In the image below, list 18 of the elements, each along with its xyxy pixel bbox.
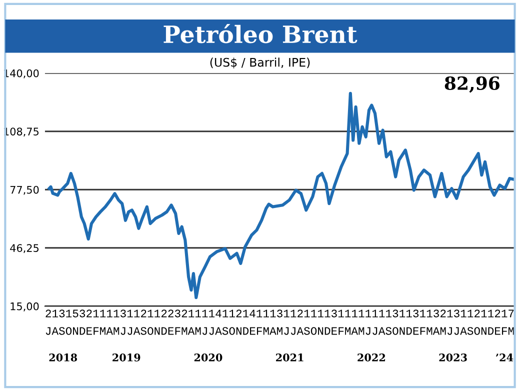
y-tick-label: 46,25 [10,244,39,254]
y-tick-label: 15,00 [10,302,39,312]
y-tick-label: 108,75 [4,128,39,137]
x-tick-label: 2020 [194,354,222,362]
x-tick-label: 2018 [49,354,78,362]
text: JASONDEFMAMJJASONDEFMAMJJASONDEFMAMJJASONDEFMAMJJASONDEFMAMJJASONDEFM [46,327,514,335]
text: 213153211113112112232111141121411131121111311111111311311321311211217 [46,310,514,318]
x-tick-label: 2022 [358,354,385,362]
annotation: 82,96 [444,76,500,93]
x-tick-label: 2021 [276,354,304,362]
y-tick-label: 77,50 [10,186,39,195]
chart-title: Petróleo Brent [164,24,358,44]
line-series [48,92,515,300]
y-tick-label: 140,00 [4,69,39,78]
x-tick-label: 2019 [112,354,140,362]
chart-subtitle: (US$ / Barril, IPE) [210,58,310,68]
x-tick-label: 2023 [439,354,467,362]
x-tick-label: ’24 [496,354,514,362]
